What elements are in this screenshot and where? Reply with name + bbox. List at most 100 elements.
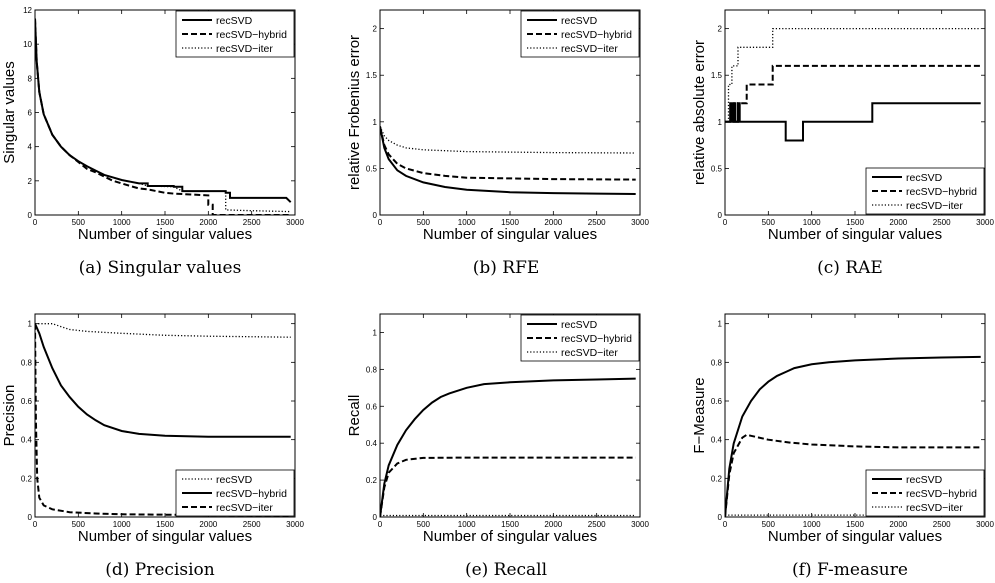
series-line-solid: [725, 355, 981, 517]
y-tick-label: 0: [373, 513, 378, 522]
legend-label: recSVD−hybrid: [216, 488, 287, 500]
x-tick-label: 0: [33, 520, 38, 529]
x-tick-label: 2500: [243, 218, 261, 227]
x-tick-label: 500: [417, 218, 431, 227]
x-tick-label: 2500: [933, 218, 951, 227]
legend-label: recSVD−hybrid: [216, 29, 287, 41]
x-tick-label: 0: [33, 218, 38, 227]
series-line-dotted: [380, 126, 636, 154]
x-tick-label: 1500: [501, 520, 519, 529]
x-tick-label: 2000: [544, 218, 562, 227]
series-line-dashed: [380, 456, 636, 517]
x-tick-label: 2000: [889, 218, 907, 227]
subfigure-caption: (f) F-measure: [792, 560, 908, 580]
legend: recSVD recSVD−hybrid recSVD−iter: [865, 469, 985, 517]
x-tick-label: 2000: [889, 520, 907, 529]
x-axis-label: Number of singular values: [78, 226, 252, 243]
y-axis-label: Singular values: [1, 61, 18, 164]
x-tick-label: 1500: [156, 520, 174, 529]
x-tick-label: 2500: [588, 520, 606, 529]
subfigure-caption: (b) RFE: [473, 258, 540, 278]
x-tick-label: 1500: [846, 520, 864, 529]
series-line-solid: [35, 323, 291, 438]
y-tick-label: 0: [718, 513, 723, 522]
x-tick-label: 1500: [846, 218, 864, 227]
y-tick-label: 1: [718, 118, 723, 127]
x-tick-label: 2500: [243, 520, 261, 529]
y-tick-label: 2: [28, 177, 33, 186]
x-axis-label: Number of singular values: [423, 226, 597, 243]
x-tick-label: 1000: [803, 218, 821, 227]
y-tick-label: 0.4: [366, 439, 378, 448]
y-tick-label: 1: [718, 320, 723, 329]
x-tick-label: 2000: [199, 520, 217, 529]
y-tick-label: 0.8: [711, 358, 723, 367]
series-line-solid: [380, 126, 636, 195]
y-tick-label: 1: [373, 328, 378, 337]
chart-panel-b: 0 500 1000 1500 2000 2500 3000 0 0.5 1 1.5 2 Number …: [346, 9, 649, 278]
y-tick-label: 0.8: [21, 358, 33, 367]
series-line-dotted: [35, 323, 291, 338]
x-tick-label: 1000: [113, 520, 131, 529]
y-tick-label: 0.4: [21, 436, 33, 445]
series-line-dotted: [35, 18, 291, 213]
x-tick-label: 1500: [156, 218, 174, 227]
series-line-dashed: [380, 126, 636, 181]
x-tick-label: 0: [723, 218, 728, 227]
subfigure-caption: (a) Singular values: [79, 258, 242, 278]
legend-label: recSVD−hybrid: [906, 488, 977, 500]
x-tick-label: 500: [762, 520, 776, 529]
y-tick-label: 0: [28, 211, 33, 220]
chart-panel-d: 0 500 1000 1500 2000 2500 3000 0 0.2 0.4 0.6 0.8 1 Nu…: [1, 313, 304, 580]
x-tick-label: 500: [417, 520, 431, 529]
x-tick-label: 1000: [458, 218, 476, 227]
y-tick-label: 1: [28, 320, 33, 329]
legend-label: recSVD−iter: [216, 502, 273, 514]
y-tick-label: 0: [28, 513, 33, 522]
legend-label: recSVD: [561, 319, 598, 331]
legend-label: recSVD: [561, 15, 598, 27]
series-line-dashed: [725, 64, 981, 123]
legend: recSVD recSVD−hybrid recSVD−iter: [175, 469, 295, 517]
legend-label: recSVD−hybrid: [906, 186, 977, 198]
y-tick-label: 0.8: [366, 365, 378, 374]
legend: recSVD recSVD−hybrid recSVD−iter: [865, 167, 985, 215]
legend-label: recSVD−hybrid: [561, 29, 632, 41]
x-tick-label: 0: [723, 520, 728, 529]
legend-label: recSVD: [216, 474, 253, 486]
legend-label: recSVD−iter: [906, 502, 963, 514]
legend-label: recSVD: [216, 15, 253, 27]
chart-panel-f: 0 500 1000 1500 2000 2500 3000 0 0.2 0.4 0.6 0.8 1 Nu…: [691, 313, 994, 580]
x-tick-label: 3000: [631, 520, 649, 529]
y-tick-label: 2: [373, 25, 378, 34]
x-tick-label: 3000: [286, 218, 304, 227]
chart-panel-a: 0 500 1000 1500 2000 2500 3000 0 2 4 6 8 10 12 Number …: [1, 6, 304, 278]
legend-label: recSVD: [906, 474, 943, 486]
x-tick-label: 500: [762, 218, 776, 227]
series-line-dashed: [35, 323, 291, 517]
x-tick-label: 0: [378, 218, 383, 227]
chart-panel-c: 0 500 1000 1500 2000 2500 3000 0 0.5 1 1.5 2 Number …: [691, 9, 994, 278]
y-tick-label: 1.5: [366, 71, 378, 80]
legend-label: recSVD−iter: [561, 43, 618, 55]
series-line-solid: [380, 377, 636, 517]
x-tick-label: 3000: [631, 218, 649, 227]
y-tick-label: 0.5: [711, 164, 723, 173]
legend-label: recSVD−iter: [561, 347, 618, 359]
y-tick-label: 12: [23, 6, 32, 15]
subfigure-caption: (d) Precision: [105, 560, 215, 580]
x-tick-label: 3000: [976, 218, 994, 227]
y-axis-label: relative Frobenius error: [346, 35, 363, 190]
x-tick-label: 2000: [199, 218, 217, 227]
y-tick-label: 0.4: [711, 436, 723, 445]
x-tick-label: 2000: [544, 520, 562, 529]
x-tick-label: 2500: [588, 218, 606, 227]
y-tick-label: 0.2: [711, 474, 723, 483]
legend: recSVD recSVD−hybrid recSVD−iter: [520, 10, 640, 58]
x-axis-label: Number of singular values: [768, 528, 942, 545]
y-tick-label: 4: [28, 143, 33, 152]
y-axis-label: F−Measure: [691, 377, 708, 453]
x-tick-label: 0: [378, 520, 383, 529]
y-tick-label: 0.2: [366, 476, 378, 485]
y-axis-label: relative absolute error: [691, 40, 708, 185]
